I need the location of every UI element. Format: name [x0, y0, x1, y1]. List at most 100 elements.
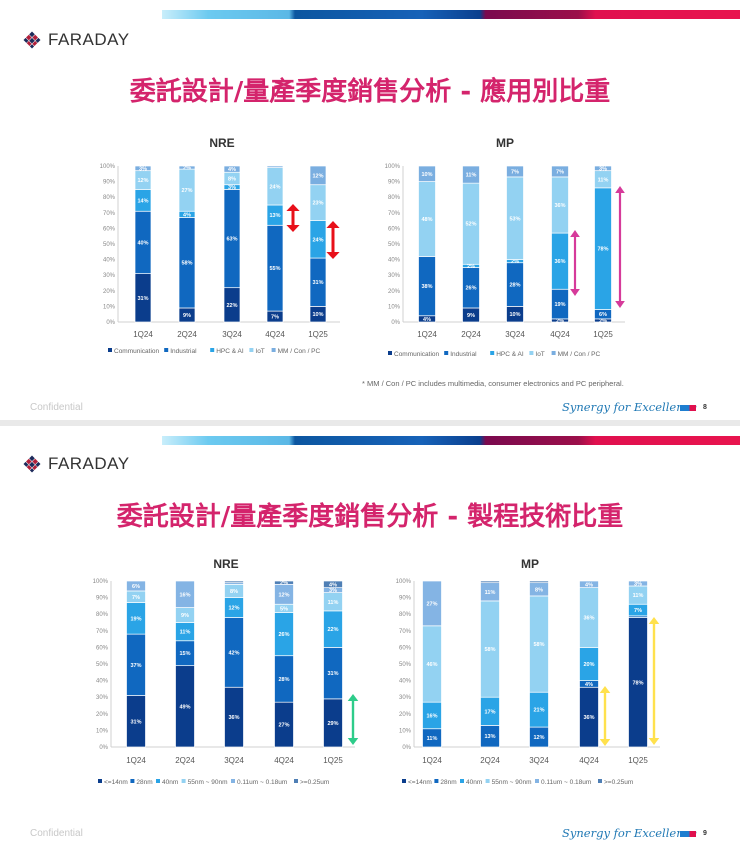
data-label: 31% — [312, 280, 323, 286]
data-label: 63% — [226, 237, 237, 243]
data-label: 28% — [278, 677, 289, 683]
y-tick-label: 100% — [396, 579, 412, 585]
data-label: 11% — [598, 177, 609, 183]
double-arrow-icon — [570, 230, 580, 296]
data-label: 7% — [634, 608, 642, 614]
data-label: 53% — [509, 216, 520, 222]
data-label: 11% — [633, 593, 644, 599]
data-label: 7% — [556, 169, 564, 175]
data-label: 24% — [269, 184, 280, 190]
data-label: 49% — [179, 704, 190, 710]
y-tick-label: 50% — [96, 662, 109, 668]
bar-segment — [551, 165, 569, 178]
y-tick-label: 70% — [399, 629, 412, 635]
data-label: 36% — [554, 259, 565, 265]
data-label: 21% — [533, 708, 544, 714]
double-arrow-icon — [599, 686, 611, 746]
legend-swatch — [485, 779, 490, 783]
data-label: 22% — [327, 627, 338, 633]
legend-swatch — [598, 779, 602, 783]
bar-segment — [309, 165, 327, 186]
data-label: 14% — [137, 198, 148, 204]
data-label: 58% — [533, 642, 544, 648]
data-label: 12% — [228, 606, 239, 612]
x-tick-label: 3Q24 — [529, 756, 549, 765]
data-label: 7% — [132, 595, 140, 601]
y-tick-label: 70% — [96, 629, 109, 635]
data-label: 15% — [179, 651, 190, 657]
legend-swatch — [388, 351, 392, 355]
data-label: 26% — [278, 632, 289, 638]
y-tick-label: 80% — [388, 195, 401, 201]
legend-swatch — [294, 779, 298, 783]
data-label: 3% — [599, 166, 607, 172]
data-label: 55% — [269, 266, 280, 272]
legend-label: Communication — [114, 348, 160, 355]
arrow-head-down — [286, 225, 300, 232]
x-tick-label: 2Q24 — [461, 330, 481, 339]
data-label: 16% — [426, 713, 437, 719]
arrow-head-up — [347, 694, 359, 701]
data-label: 4% — [585, 682, 593, 688]
legend-label: MM / Con / PC — [278, 348, 321, 355]
arrow-head-down — [615, 301, 625, 308]
legend-label: Communication — [394, 351, 440, 358]
bar-segment — [223, 165, 241, 173]
double-arrow-icon — [326, 221, 340, 259]
arrow-head-up — [615, 186, 625, 193]
legend-swatch — [529, 351, 534, 355]
legend-label: Industrial — [170, 348, 197, 355]
y-tick-label: 80% — [96, 612, 109, 618]
data-label: 46% — [426, 662, 437, 668]
data-label: 38% — [421, 284, 432, 290]
bar-segment — [506, 165, 524, 178]
legend-label: Industrial — [450, 351, 477, 358]
x-tick-label: 3Q24 — [505, 330, 525, 339]
data-label: 12% — [533, 735, 544, 741]
y-tick-label: 60% — [388, 226, 401, 232]
legend-swatch — [460, 779, 464, 783]
chart-nre-proc: 0% 10% 20% 30% 40% 50% 60% 70% 80% 90% 100% 1Q24 31%… — [93, 579, 355, 786]
data-label: 2% — [556, 318, 564, 324]
bar-segment — [178, 165, 196, 170]
chart-title-mp-process: MP — [521, 557, 539, 571]
data-label: 17% — [484, 709, 495, 715]
x-tick-label: 1Q25 — [593, 330, 613, 339]
data-label: 28% — [509, 283, 520, 289]
data-label: 11% — [485, 590, 496, 596]
y-tick-label: 10% — [399, 728, 412, 734]
legend-label: >=0.25um — [604, 779, 633, 786]
x-tick-label: 1Q25 — [628, 756, 648, 765]
data-label: 10% — [509, 312, 520, 318]
faraday-diamond-icon — [23, 31, 41, 49]
data-label: 58% — [181, 261, 192, 267]
legend-label: 28nm — [440, 779, 456, 786]
bar-segment — [529, 580, 549, 584]
y-tick-label: 30% — [399, 695, 412, 701]
faraday-logo: FARADAY — [22, 30, 130, 50]
data-label: 27% — [278, 723, 289, 729]
legend-swatch — [181, 779, 186, 783]
data-label: 31% — [327, 671, 338, 677]
data-label: 36% — [583, 715, 594, 721]
y-tick-label: 40% — [388, 258, 401, 264]
arrow-head-down — [599, 739, 611, 746]
y-tick-label: 0% — [106, 320, 115, 326]
legend-swatch — [490, 351, 495, 355]
data-label: 11% — [328, 600, 339, 606]
data-label: 6% — [132, 584, 140, 590]
bar-segment — [224, 580, 244, 584]
bar-segment — [274, 580, 294, 585]
y-tick-label: 90% — [103, 180, 116, 186]
page-number: 8 — [703, 404, 707, 411]
legend-swatch — [271, 348, 276, 352]
bar-segment — [422, 580, 442, 627]
data-label: 36% — [228, 715, 239, 721]
confidential-label: Confidential — [30, 402, 83, 413]
arrow-head-up — [326, 221, 340, 228]
bar-segment — [126, 580, 146, 592]
data-label: 8% — [230, 589, 238, 595]
data-label: 11% — [427, 736, 438, 742]
y-tick-label: 10% — [103, 304, 116, 310]
